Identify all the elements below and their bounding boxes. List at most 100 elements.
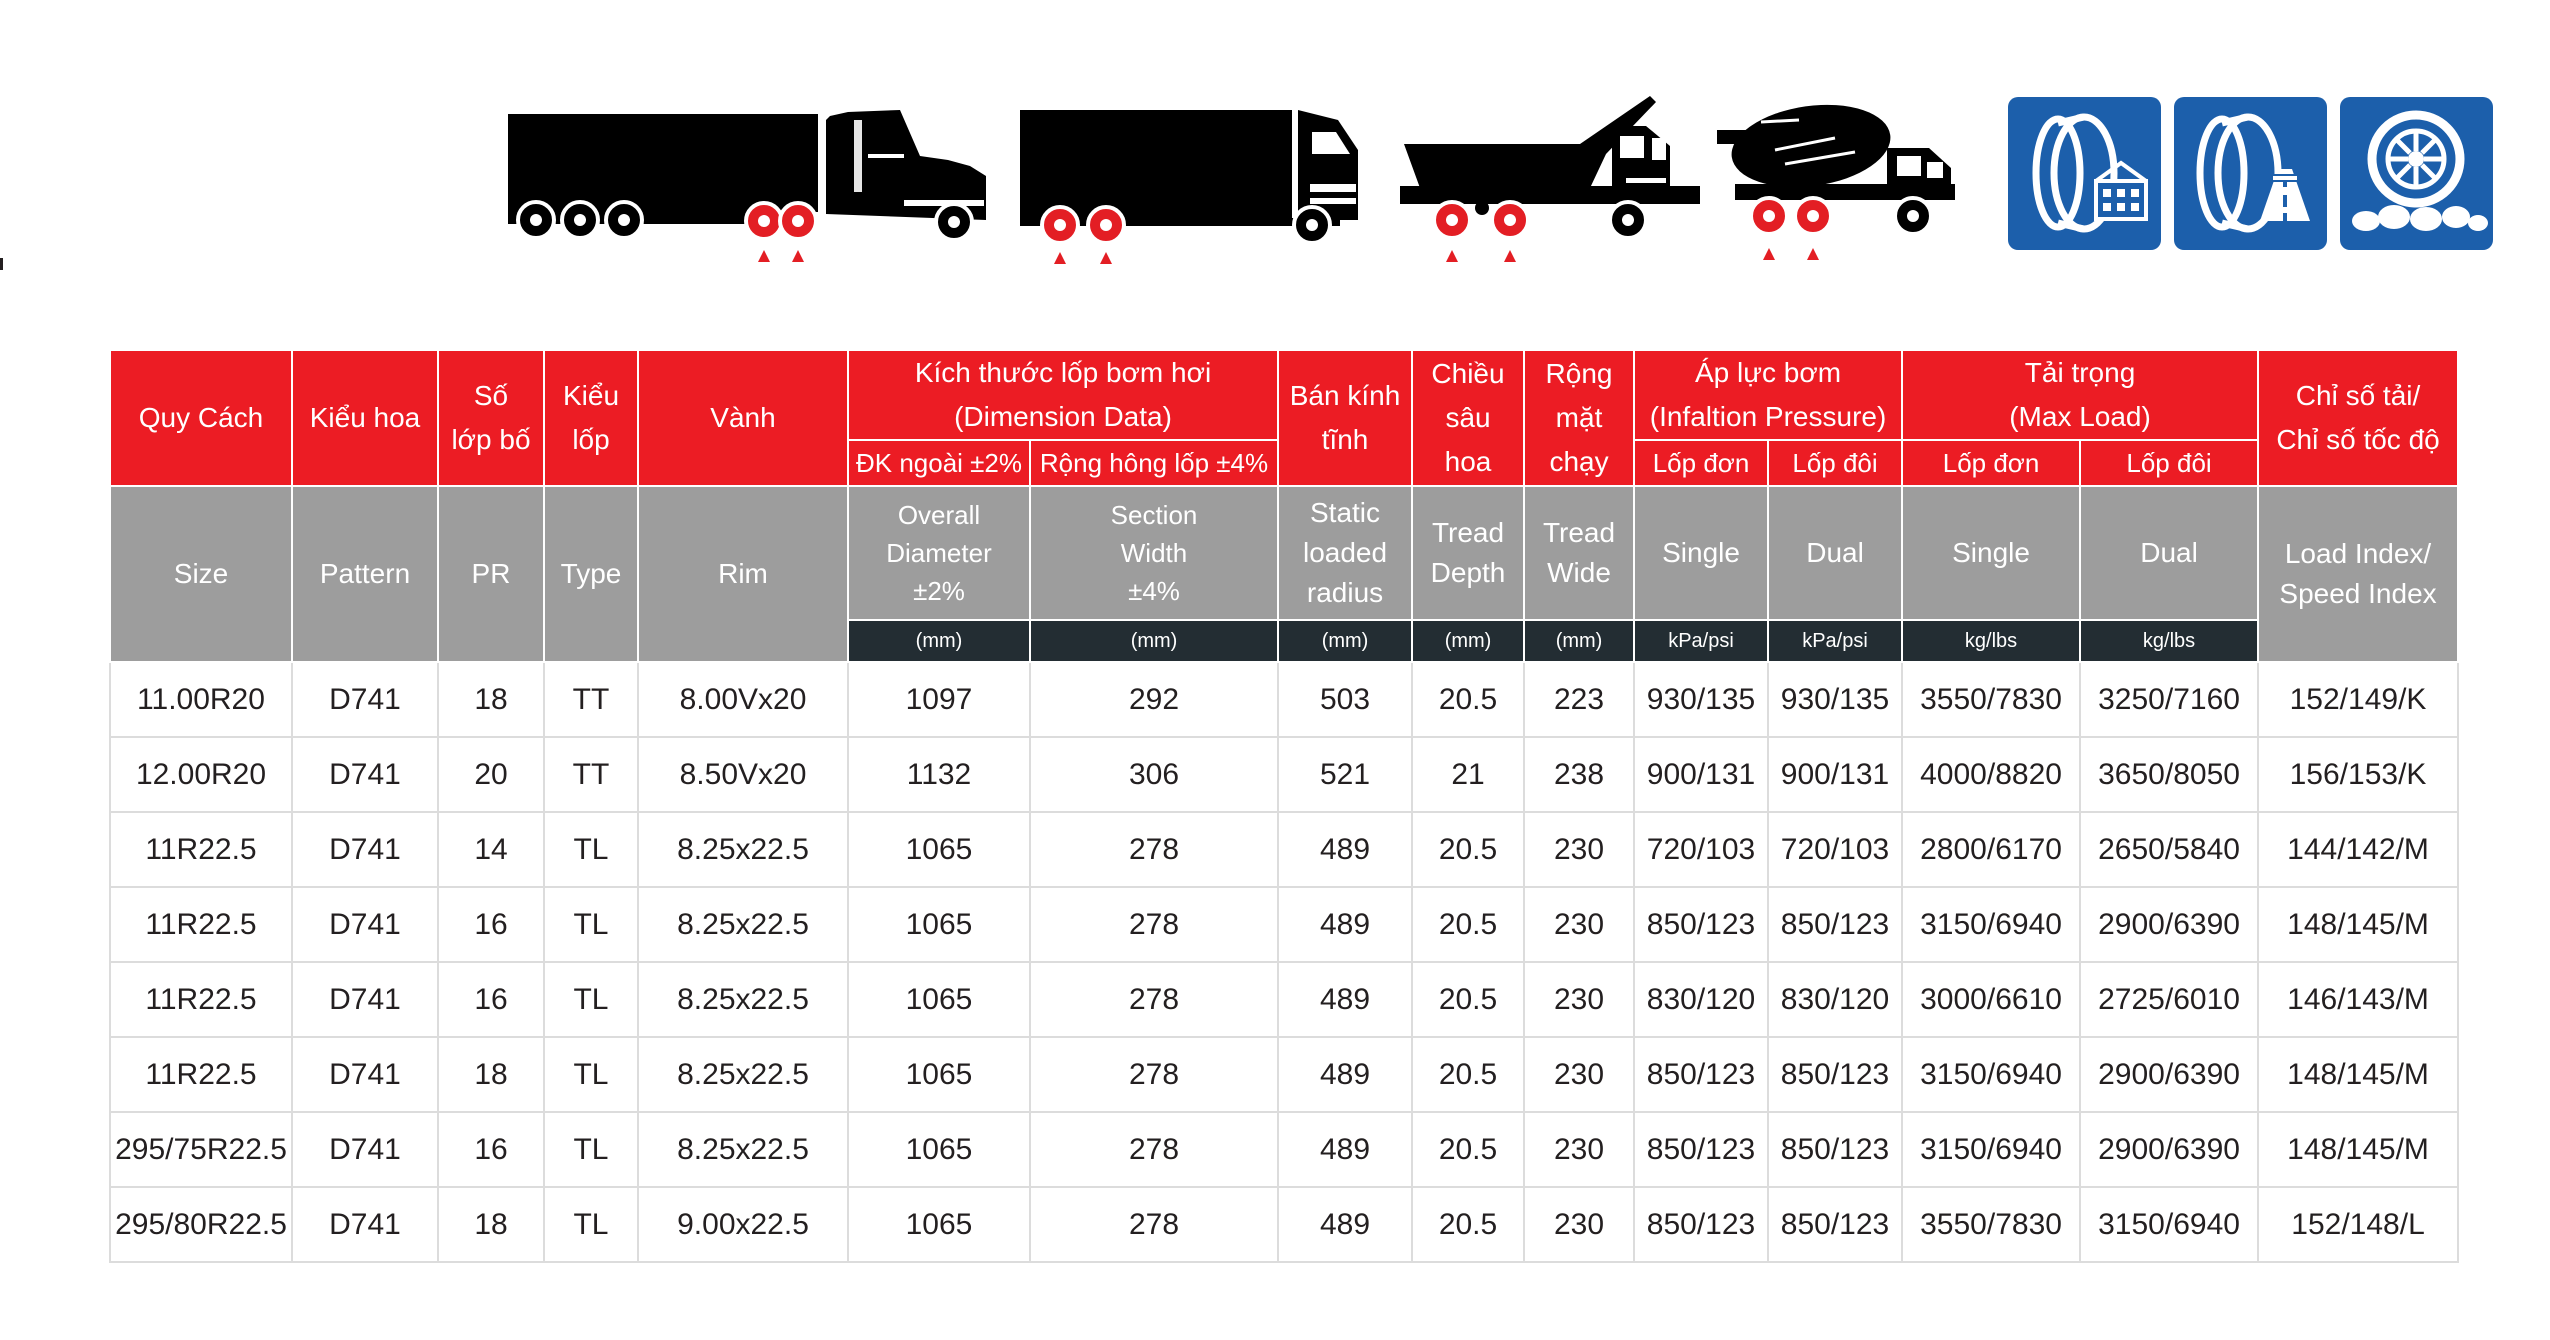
cell-size: 295/80R22.5 [109,1186,293,1263]
header-od-en: Overall Diameter ±2% [847,485,1031,621]
table-row: 11R22.5 D741 16 TL 8.25x22.5 1065 278 48… [109,886,2460,963]
header-pattern-en: Pattern [291,485,439,663]
cell-radius: 489 [1277,1036,1414,1113]
cell-pressure-dual: 830/120 [1767,961,1904,1038]
cell-pattern: D741 [291,1036,439,1113]
header-index-vi: Chỉ số tải/Chỉ số tốc độ [2257,349,2460,487]
urban-road-tire-icon [2008,97,2161,250]
cell-index: 144/142/M [2257,811,2460,888]
cell-load-dual: 2650/5840 [2079,811,2260,888]
cell-pressure-single: 850/123 [1633,1111,1770,1188]
cell-rim: 8.25x22.5 [637,1111,849,1188]
header-pr-vi: Số lớp bố [437,349,545,487]
cell-pr: 18 [437,1186,545,1263]
header-radius-en: Static loaded radius [1277,485,1414,621]
cell-pressure-single: 720/103 [1633,811,1770,888]
cell-index: 148/145/M [2257,886,2460,963]
header-wide-en: Tread Wide [1523,485,1636,621]
cell-load-single: 3150/6940 [1901,886,2082,963]
cell-wide: 238 [1523,736,1636,813]
unit-sw: (mm) [1028,619,1280,663]
cell-radius: 489 [1277,811,1414,888]
table-body: 11.00R20 D741 18 TT 8.00Vx20 1097 292 50… [109,661,2460,1263]
header-od-vi: ĐK ngoài ±2% [847,439,1031,487]
cell-pr: 16 [437,961,545,1038]
cell-load-dual: 2725/6010 [2079,961,2260,1038]
header-load-vi: Tải trọng (Max Load) [1901,349,2260,441]
cell-pressure-single: 850/123 [1633,1036,1770,1113]
cell-pattern: D741 [291,1186,439,1263]
cell-wide: 223 [1523,661,1636,738]
header-depth-en: Tread Depth [1411,485,1526,621]
header-pr-en: PR [437,485,545,663]
cell-index: 152/149/K [2257,661,2460,738]
cell-type: TL [543,961,639,1038]
cell-load-single: 4000/8820 [1901,736,2082,813]
cell-type: TL [543,811,639,888]
cell-pressure-dual: 850/123 [1767,1111,1904,1188]
table-row: 11R22.5 D741 16 TL 8.25x22.5 1065 278 48… [109,961,2460,1038]
header-type-en: Type [543,485,639,663]
cell-depth: 20.5 [1411,811,1526,888]
cell-rim: 9.00x22.5 [637,1186,849,1263]
cell-od: 1097 [847,661,1031,738]
cell-depth: 20.5 [1411,1186,1526,1263]
cell-sw: 306 [1028,736,1280,813]
cell-pr: 18 [437,1036,545,1113]
cell-pattern: D741 [291,886,439,963]
cell-pressure-dual: 900/131 [1767,736,1904,813]
header-pressure-single-vi: Lốp đơn [1633,439,1770,487]
cell-type: TL [543,1111,639,1188]
cell-od: 1065 [847,1036,1031,1113]
cell-pressure-single: 830/120 [1633,961,1770,1038]
cell-load-dual: 2900/6390 [2079,886,2260,963]
cell-wide: 230 [1523,886,1636,963]
cell-index: 152/148/L [2257,1186,2460,1263]
cell-size: 11R22.5 [109,961,293,1038]
header-index-en: Load Index/Speed Index [2257,485,2460,663]
header-sw-vi: Rộng hông lốp ±4% [1028,439,1280,487]
header-depth-vi: Chiều sâu hoa [1411,349,1526,487]
unit-load-dual: kg/lbs [2079,619,2260,663]
cell-od: 1065 [847,811,1031,888]
cell-pattern: D741 [291,811,439,888]
cell-depth: 21 [1411,736,1526,813]
edge-mark [0,258,3,270]
cell-index: 156/153/K [2257,736,2460,813]
table-row: 12.00R20 D741 20 TT 8.50Vx20 1132 306 52… [109,736,2460,813]
highway-tire-icon [2174,97,2327,250]
header-radius-vi: Bán kính tĩnh [1277,349,1414,487]
header-load-dual-vi: Lốp đôi [2079,439,2260,487]
cell-wide: 230 [1523,961,1636,1038]
header-rim-vi: Vành [637,349,849,487]
cell-rim: 8.50Vx20 [637,736,849,813]
cell-pressure-single: 850/123 [1633,1186,1770,1263]
table-row: 11R22.5 D741 14 TL 8.25x22.5 1065 278 48… [109,811,2460,888]
cell-sw: 278 [1028,1186,1280,1263]
header-dimension-vi: Kích thước lốp bơm hơi (Dimension Data) [846,349,1280,441]
cell-pattern: D741 [291,961,439,1038]
cell-load-dual: 3150/6940 [2079,1186,2260,1263]
cell-pressure-single: 900/131 [1633,736,1770,813]
header-sw-en: Section Width ±4% [1028,485,1280,621]
cell-size: 11R22.5 [109,1036,293,1113]
cell-load-single: 3150/6940 [1901,1111,2082,1188]
cell-sw: 292 [1028,661,1280,738]
table-row: 11R22.5 D741 18 TL 8.25x22.5 1065 278 48… [109,1036,2460,1113]
cell-index: 148/145/M [2257,1111,2460,1188]
cell-size: 295/75R22.5 [109,1111,293,1188]
cell-size: 12.00R20 [109,736,293,813]
unit-pressure-dual: kPa/psi [1767,619,1904,663]
cell-od: 1065 [847,1111,1031,1188]
cell-index: 146/143/M [2257,961,2460,1038]
header-size-vi: Quy Cách [109,349,293,487]
unit-wide: (mm) [1523,619,1636,663]
off-road-wheel-icon [2340,97,2493,250]
unit-od: (mm) [847,619,1031,663]
header-pressure-single-en: Single [1633,485,1770,621]
table-row: 11.00R20 D741 18 TT 8.00Vx20 1097 292 50… [109,661,2460,738]
cell-pressure-single: 850/123 [1633,886,1770,963]
header-size-en: Size [109,485,293,663]
cell-load-single: 2800/6170 [1901,811,2082,888]
cell-rim: 8.25x22.5 [637,1036,849,1113]
